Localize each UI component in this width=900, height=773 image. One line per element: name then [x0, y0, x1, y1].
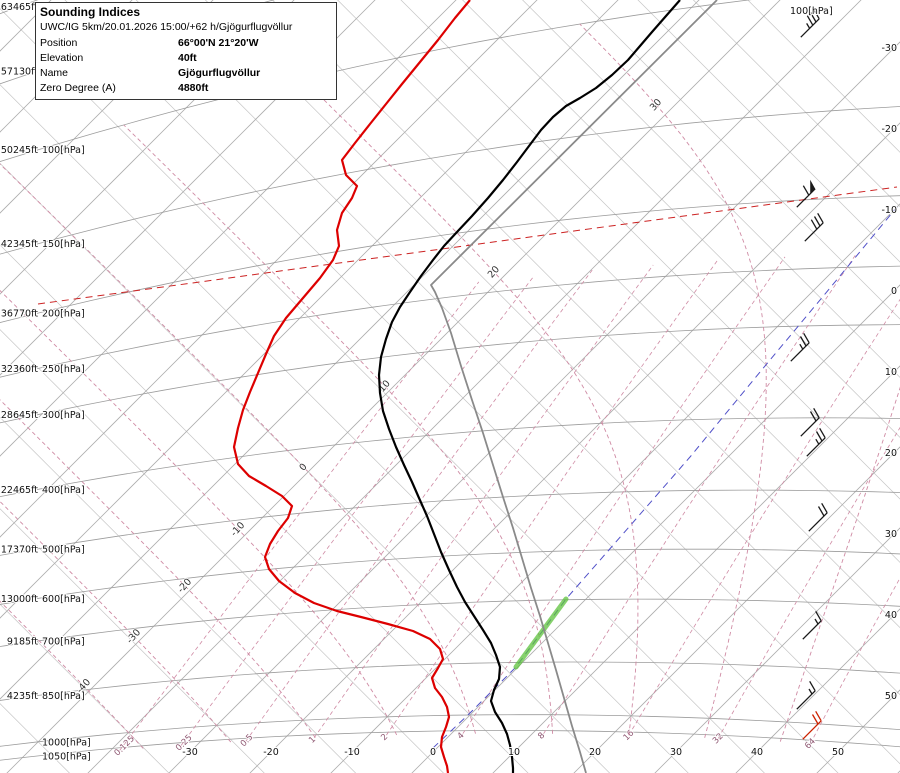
blue-dashed-mixing-line	[432, 206, 898, 749]
altitude-label: 28645ft	[1, 410, 38, 421]
mixing-ratio-label: 2	[379, 732, 390, 743]
altitude-label: 63465ft	[1, 2, 38, 13]
altitude-label: 17370ft	[1, 544, 38, 555]
top-right-pressure-label: 100[hPa]	[790, 6, 833, 17]
altitude-label: 13000ft	[1, 594, 38, 605]
right-temp-label: 30	[885, 529, 897, 540]
altitude-label: 42345ft	[1, 239, 38, 250]
info-row-label: Name	[40, 67, 69, 79]
red-dashed-line	[37, 186, 898, 305]
sounding-info-box: Sounding Indices UWC/IG 5km/20.01.2026 1…	[35, 2, 337, 100]
right-temp-label: -10	[881, 205, 897, 216]
info-row: Elevation 40ft	[40, 51, 332, 66]
info-row: Zero Degree (A) 4880ft	[40, 81, 332, 96]
bottom-temp-label: -20	[263, 747, 279, 758]
bottom-temp-label: -10	[344, 747, 360, 758]
parcel-trace	[430, 0, 718, 773]
moist-adiabat-label: 20	[486, 264, 502, 280]
wind-barb	[796, 179, 816, 208]
altitude-label: 57130ft	[1, 66, 38, 77]
pressure-label: 400[hPa]	[42, 485, 85, 496]
right-temp-label: -30	[881, 43, 897, 54]
green-highlight-segment	[513, 596, 569, 670]
info-model-line: UWC/IG 5km/20.01.2026 15:00/+62 h/Gjögur…	[40, 21, 293, 33]
info-row-value: Gjögurflugvöllur	[178, 67, 261, 79]
wind-barb	[800, 407, 820, 437]
wind-barb	[804, 212, 824, 242]
pressure-label: 500[hPa]	[42, 544, 85, 555]
info-row-value: 66°00'N 21°20'W	[178, 37, 259, 49]
wind-barb	[790, 332, 810, 362]
wind-barb	[808, 502, 828, 532]
right-temp-label: 20	[885, 448, 897, 459]
info-rows: Position 66°00'N 21°20'W Elevation 40ft Name…	[40, 36, 332, 96]
info-title: Sounding Indices	[40, 5, 141, 19]
pressure-label: 300[hPa]	[42, 410, 85, 421]
wind-barb	[806, 427, 826, 457]
bottom-temp-label: 10	[508, 747, 520, 758]
wind-barb	[802, 610, 822, 640]
pressure-label: 150[hPa]	[42, 239, 85, 250]
bottom-temp-label: 50	[832, 747, 844, 758]
mixing-ratio-label: 4	[456, 731, 467, 742]
mixing-ratio-label: 16	[622, 728, 637, 743]
info-row-label: Elevation	[40, 52, 84, 64]
mixing-ratio-label: 0.5	[239, 732, 256, 749]
wind-barb	[802, 710, 822, 740]
bottom-temp-label: 20	[589, 747, 601, 758]
mixing-ratio-label: 8	[536, 731, 547, 742]
right-temp-label: -20	[881, 124, 897, 135]
wind-barbs	[790, 8, 828, 740]
wind-barb	[796, 680, 816, 710]
info-row: Name Gjögurflugvöllur	[40, 66, 332, 81]
altitude-label: 9185ft	[7, 637, 38, 648]
info-row-label: Zero Degree (A)	[40, 82, 116, 94]
right-temp-label: 0	[891, 286, 897, 297]
info-row-label: Position	[40, 37, 78, 49]
bottom-temp-label: -30	[182, 747, 198, 758]
altitude-label: 4235ft	[7, 691, 38, 702]
pressure-label: 700[hPa]	[42, 637, 85, 648]
altitude-label: 50245ft	[1, 145, 38, 156]
altitude-label: 32360ft	[1, 364, 38, 375]
bottom-temp-label: 30	[670, 747, 682, 758]
aux-lines	[37, 186, 898, 749]
pressure-label: 850[hPa]	[42, 691, 85, 702]
altitude-label: 36770ft	[1, 309, 38, 320]
altitude-label: 22465ft	[1, 485, 38, 496]
right-temp-label: 50	[885, 691, 897, 702]
pressure-label: 1050[hPa]	[42, 752, 91, 763]
bottom-temp-label: 0	[430, 747, 436, 758]
info-row: Position 66°00'N 21°20'W	[40, 36, 332, 51]
pressure-label: 1000[hPa]	[42, 738, 91, 749]
right-temp-label: 10	[885, 367, 897, 378]
dewpoint-trace	[232, 0, 471, 773]
mixing-ratio-label: 64	[803, 737, 818, 752]
mixing-ratio-label: 1	[307, 735, 318, 746]
pressure-label: 200[hPa]	[42, 309, 85, 320]
info-row-value: 40ft	[178, 52, 197, 64]
right-temp-label: 40	[885, 610, 897, 621]
pressure-label: 100[hPa]	[42, 145, 85, 156]
wind-barb	[800, 8, 820, 38]
info-row-value: 4880ft	[178, 82, 209, 94]
temperature-trace	[377, 0, 681, 773]
pressure-label: 250[hPa]	[42, 364, 85, 375]
mixing-ratio-label: 32	[711, 731, 726, 746]
bottom-temp-label: 40	[751, 747, 763, 758]
pressure-label: 600[hPa]	[42, 594, 85, 605]
